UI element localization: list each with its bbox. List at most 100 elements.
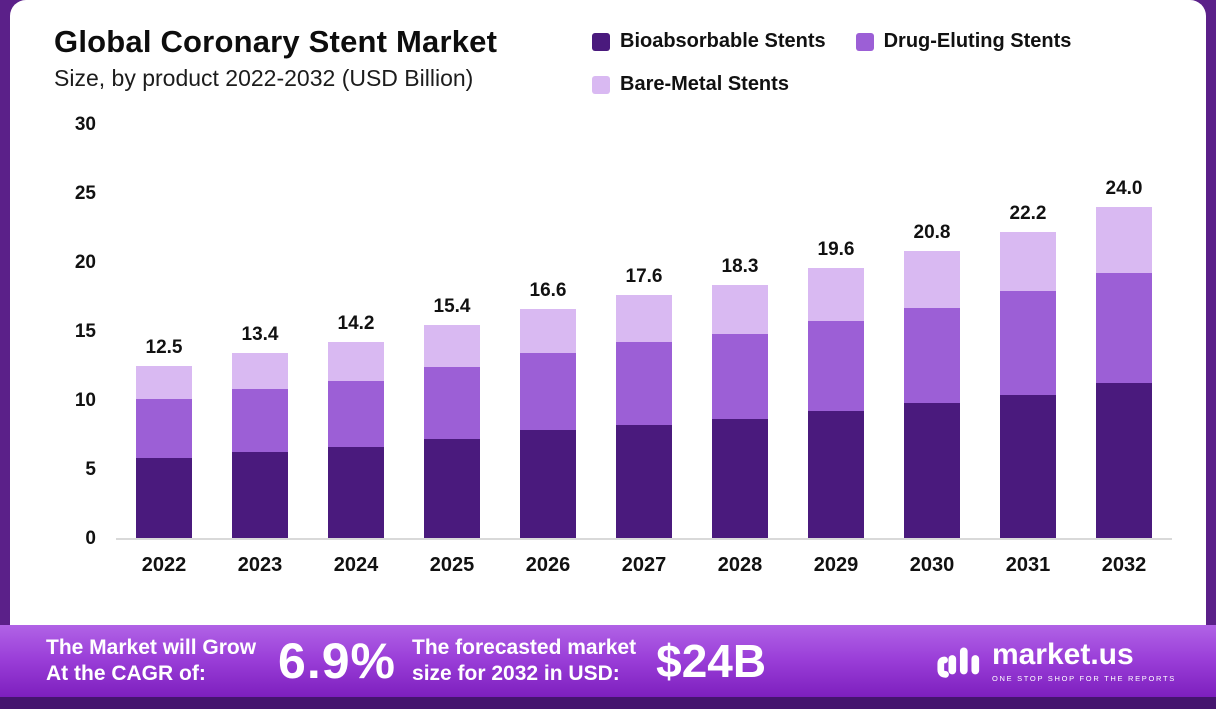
bar-segment-drug-eluting-stents: [520, 353, 576, 431]
brand-name: market.us: [991, 637, 1134, 671]
bar-stack-2031: [1000, 231, 1056, 538]
bar-total-label-2029: 19.6: [817, 238, 855, 260]
bar-segment-drug-eluting-stents: [712, 333, 768, 420]
plot-area: 12.5 13.4 14.2 15.4 16.6 17.6 18.3 19.6 20.8 22.2…: [116, 126, 1172, 540]
cagr-value: 6.9%: [278, 633, 397, 689]
bar-2022: 12.5: [116, 337, 212, 538]
bar-segment-bare-metal-stents: [424, 325, 480, 367]
bar-2030: 20.8: [884, 222, 980, 538]
bar-2028: 18.3: [692, 256, 788, 538]
bar-segment-drug-eluting-stents: [232, 388, 288, 453]
x-axis-label-2032: 2032: [1101, 554, 1147, 576]
bar-total-label-2025: 15.4: [433, 296, 471, 318]
bottom-strip: [0, 697, 1216, 709]
bar-segment-bare-metal-stents: [520, 308, 576, 354]
bar-stack-2030: [904, 251, 960, 538]
legend-swatch-icon: [592, 32, 610, 51]
cagr-label-line1: The Market will Grow: [46, 635, 257, 659]
bar-total-label-2027: 17.6: [625, 266, 663, 288]
chart-legend: Bioabsorbable Stents Drug-Eluting Stents B…: [592, 24, 1192, 112]
bar-2029: 19.6: [788, 239, 884, 538]
bar-total-label-2032: 24.0: [1105, 177, 1143, 199]
bar-segment-bioabsorbable-stents: [328, 446, 384, 538]
forecast-label: The forecasted market size for 2032 in U…: [412, 635, 636, 688]
bar-segment-bare-metal-stents: [1096, 206, 1152, 274]
y-axis-tick-10: 10: [74, 390, 96, 411]
bar-stack-2022: [136, 365, 192, 538]
bar-2032: 24.0: [1076, 178, 1172, 538]
market-us-logo-icon: [936, 636, 982, 687]
bar-segment-drug-eluting-stents: [136, 398, 192, 458]
bar-segment-drug-eluting-stents: [1000, 291, 1056, 395]
bar-stack-2024: [328, 342, 384, 538]
x-axis-label-2022: 2022: [141, 554, 187, 576]
chart-title: Global Coronary Stent Market: [54, 24, 498, 59]
chart-card: Global Coronary Stent Market Size, by pr…: [10, 0, 1206, 625]
chart-subtitle: Size, by product 2022-2032 (USD Billion): [54, 65, 474, 91]
title-block: Global Coronary Stent Market Size, by pr…: [54, 24, 497, 92]
x-axis-label-2026: 2026: [525, 554, 571, 576]
bar-segment-bare-metal-stents: [712, 285, 768, 334]
bar-total-label-2031: 22.2: [1009, 202, 1047, 224]
bar-segment-bioabsorbable-stents: [1096, 383, 1152, 538]
bar-segment-drug-eluting-stents: [808, 321, 864, 411]
brand-block: market.us ONE STOP SHOP FOR THE REPORTS: [936, 636, 1176, 687]
bar-segment-drug-eluting-stents: [328, 380, 384, 447]
forecast-label-line1: The forecasted market: [412, 635, 637, 659]
bar-segment-bioabsorbable-stents: [616, 424, 672, 538]
bar-segment-bare-metal-stents: [616, 295, 672, 343]
legend-label: Bioabsorbable Stents: [620, 30, 826, 52]
y-axis-tick-0: 0: [85, 528, 96, 549]
legend-swatch-icon: [592, 75, 610, 94]
bar-total-label-2023: 13.4: [241, 324, 279, 346]
bar-segment-bare-metal-stents: [808, 267, 864, 322]
bar-segment-bioabsorbable-stents: [424, 438, 480, 538]
chart-area: 30 25 20 15 10 5 0 12.5 13.4 14.2 15.4 16.6 17.6 18.…: [52, 114, 1172, 596]
bar-stack-2032: [1096, 206, 1152, 538]
y-axis-tick-15: 15: [74, 321, 96, 342]
bar-segment-bare-metal-stents: [136, 365, 192, 399]
x-axis: 2022 2023 2024 2025 2026 2027 2028 2029 2030 2031…: [116, 554, 1172, 577]
bar-2026: 16.6: [500, 280, 596, 538]
footer-banner: The Market will Grow At the CAGR of: 6.9…: [0, 625, 1216, 697]
y-axis-tick-30: 30: [74, 114, 96, 135]
bar-segment-drug-eluting-stents: [616, 342, 672, 425]
brand-tagline: ONE STOP SHOP FOR THE REPORTS: [991, 673, 1176, 683]
bar-segment-bioabsorbable-stents: [712, 419, 768, 538]
y-axis-tick-25: 25: [74, 183, 96, 204]
bar-segment-bare-metal-stents: [904, 251, 960, 308]
bar-2024: 14.2: [308, 313, 404, 538]
bar-2031: 22.2: [980, 203, 1076, 538]
bar-total-label-2022: 12.5: [145, 336, 183, 358]
chart-header: Global Coronary Stent Market Size, by pr…: [10, 0, 1206, 112]
bar-segment-bioabsorbable-stents: [232, 452, 288, 538]
bar-total-label-2028: 18.3: [721, 256, 759, 278]
bar-segment-bioabsorbable-stents: [904, 402, 960, 538]
bar-total-label-2030: 20.8: [913, 222, 951, 244]
bar-segment-bare-metal-stents: [328, 342, 384, 381]
bar-total-label-2024: 14.2: [337, 313, 375, 335]
bar-stack-2023: [232, 353, 288, 538]
bar-2027: 17.6: [596, 266, 692, 538]
bar-segment-drug-eluting-stents: [904, 307, 960, 403]
x-axis-label-2025: 2025: [429, 554, 475, 576]
legend-item-drug-eluting-stents: Drug-Eluting Stents: [855, 30, 1071, 53]
x-axis-label-2024: 2024: [333, 554, 379, 576]
brand-text: market.us ONE STOP SHOP FOR THE REPORTS: [991, 637, 1176, 683]
bar-2025: 15.4: [404, 296, 500, 538]
bar-segment-drug-eluting-stents: [1096, 273, 1152, 384]
forecast-value: $24B: [656, 635, 767, 687]
x-axis-label-2028: 2028: [717, 554, 763, 576]
bar-segment-bioabsorbable-stents: [520, 430, 576, 538]
bar-stack-2025: [424, 325, 480, 538]
x-axis-label-2029: 2029: [813, 554, 859, 576]
bar-stack-2028: [712, 285, 768, 538]
bar-segment-bioabsorbable-stents: [1000, 394, 1056, 538]
bar-segment-bare-metal-stents: [232, 353, 288, 389]
cagr-label-line2: At the CAGR of:: [46, 662, 206, 685]
x-axis-label-2030: 2030: [909, 554, 955, 576]
y-axis-tick-20: 20: [74, 252, 96, 273]
legend-item-bare-metal-stents: Bare-Metal Stents: [592, 73, 789, 96]
bar-stack-2027: [616, 295, 672, 538]
y-axis-tick-5: 5: [85, 459, 96, 480]
